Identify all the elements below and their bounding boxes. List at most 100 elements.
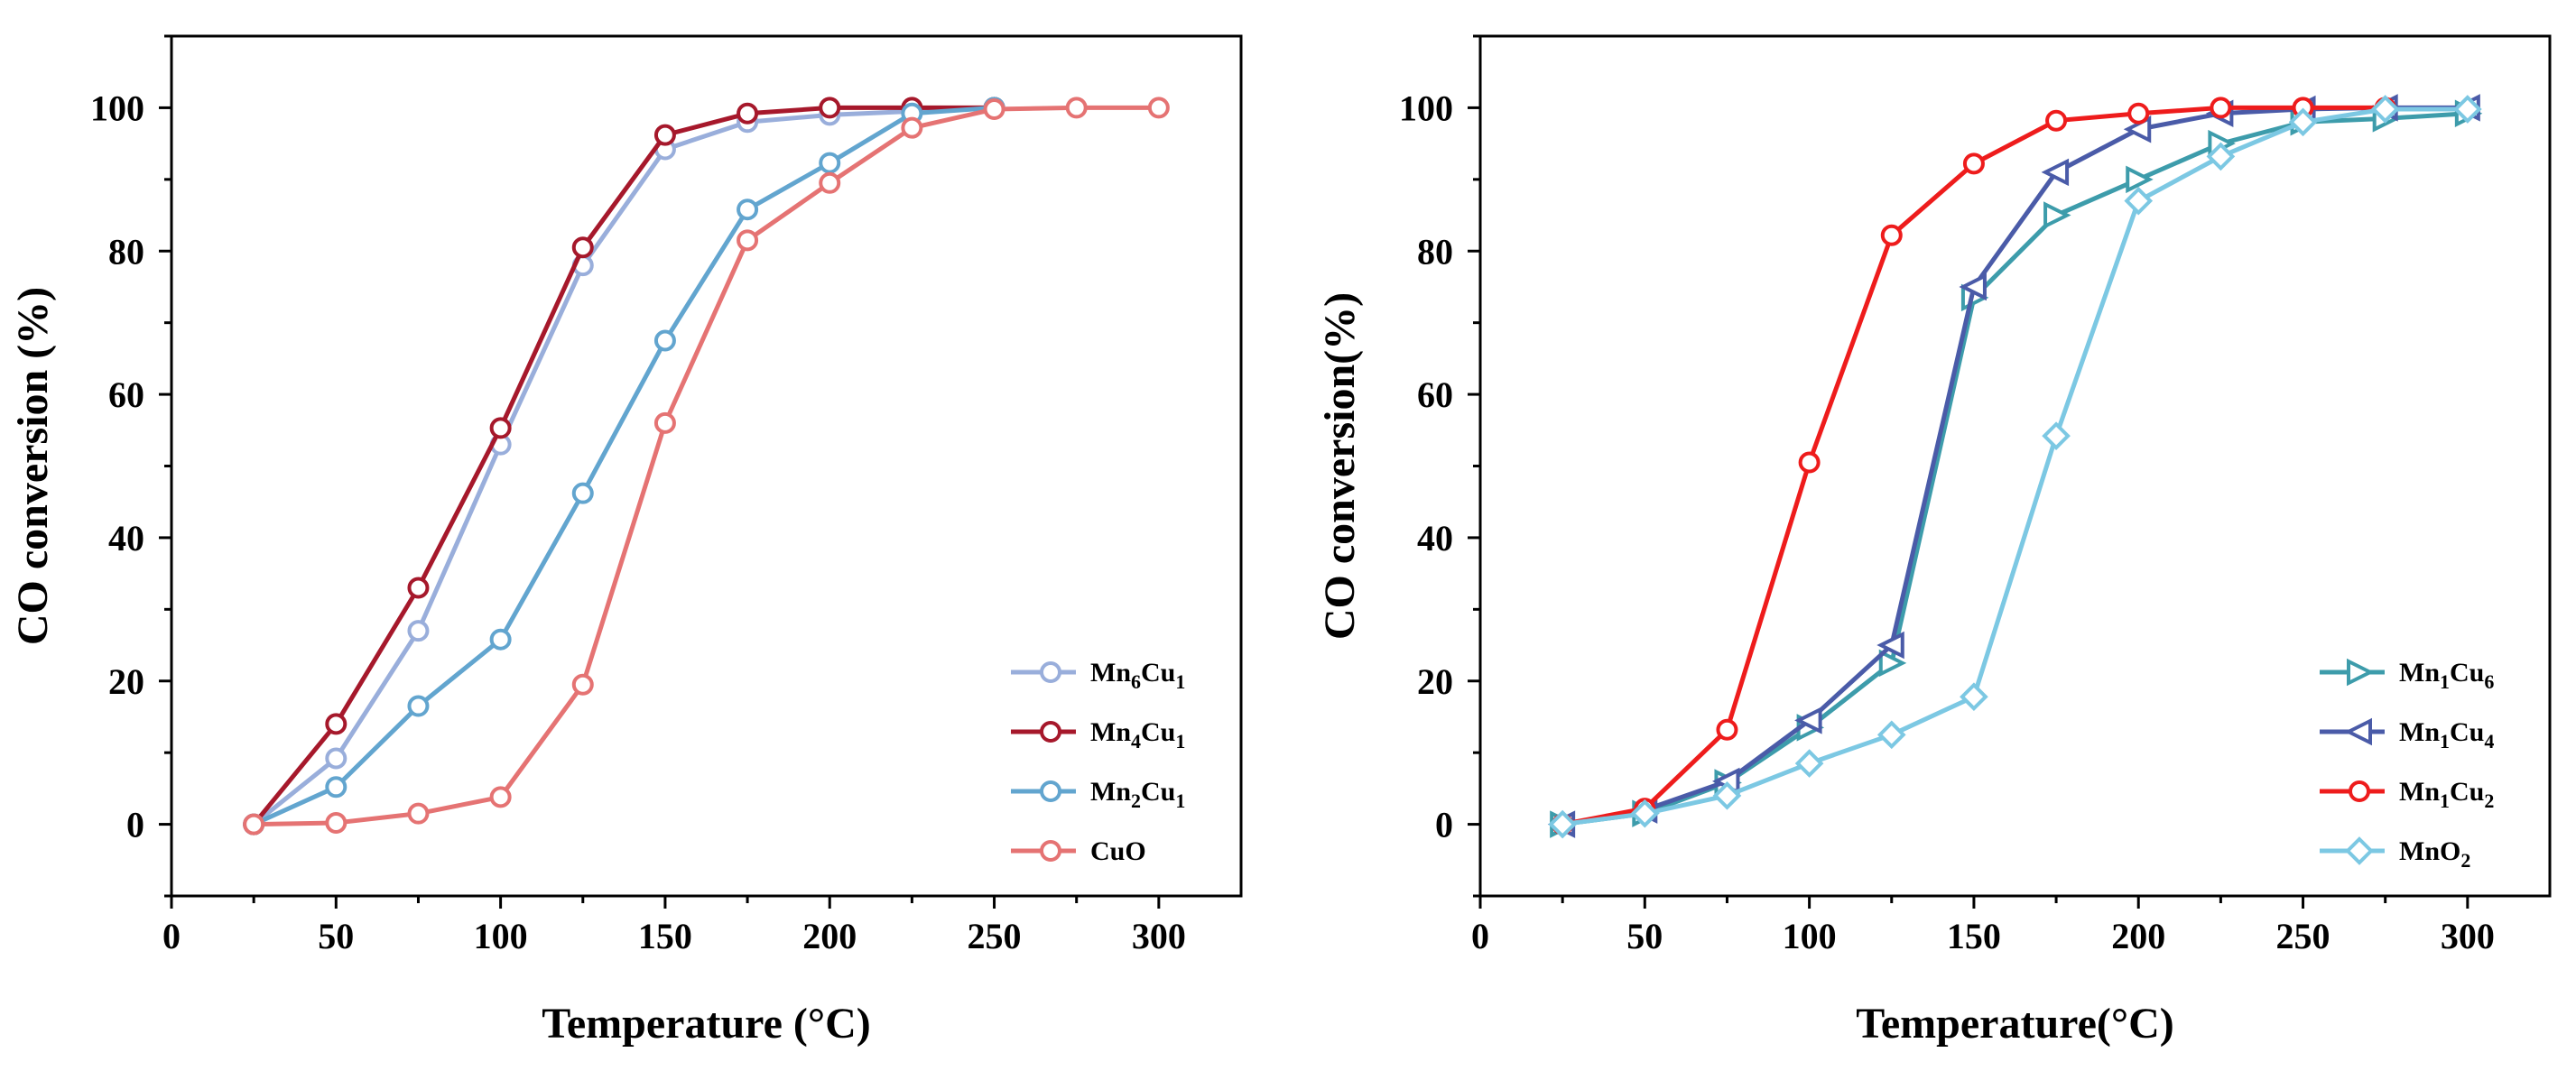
legend-label-subscript: 1 [1175, 789, 1185, 812]
data-point [571, 482, 594, 504]
x-tick-label: 100 [1783, 916, 1837, 956]
x-tick-label: 200 [2111, 916, 2165, 956]
legend-marker [2349, 780, 2370, 802]
data-point [1959, 272, 1987, 301]
y-axis-label: CO conversion (%) [9, 287, 57, 645]
legend-label-subscript: 4 [2484, 730, 2494, 752]
legend-label: Mn1Cu4 [2399, 717, 2494, 752]
legend-label-subscript: 1 [2440, 670, 2450, 693]
y-tick-label: 100 [90, 88, 144, 128]
data-point [407, 620, 430, 642]
legend-label-text: Cu [2450, 658, 2484, 688]
data-point [2041, 158, 2070, 187]
x-tick-label: 0 [162, 916, 181, 956]
legend-label-subscript: 6 [1131, 670, 1141, 693]
data-point [2126, 165, 2154, 194]
data-point [2288, 107, 2318, 137]
data-point [1878, 649, 1907, 678]
data-point [489, 786, 512, 808]
data-point [901, 116, 923, 139]
data-point [489, 417, 512, 439]
legend-label-subscript: 2 [1131, 789, 1141, 812]
legend-label-text: MnO [2399, 836, 2460, 866]
legend-label-text: Mn [1090, 658, 1131, 688]
x-axis-label: Temperature (°C) [542, 1000, 870, 1048]
legend-label-text: Mn [1090, 717, 1131, 747]
data-point [983, 98, 1005, 121]
data-point [2210, 97, 2232, 119]
legend-label-subscript: 6 [2484, 670, 2494, 693]
x-tick-label: 0 [1471, 916, 1489, 956]
legend-label-subscript: 4 [1131, 730, 1141, 752]
legend-label-text: Mn [1090, 777, 1131, 807]
data-point [1798, 451, 1821, 474]
data-point [1794, 706, 1822, 734]
data-point [325, 776, 347, 799]
data-point [1065, 97, 1088, 119]
legend-label: MnO2 [2399, 836, 2470, 872]
legend-marker [1040, 840, 1061, 862]
y-tick-label: 0 [1435, 805, 1453, 845]
legend-label-text: Cu [2450, 717, 2484, 747]
x-tick-label: 50 [1626, 916, 1663, 956]
data-point [407, 695, 430, 717]
series-line [254, 105, 1159, 827]
data-point [571, 673, 594, 696]
data-point [819, 171, 841, 194]
legend-marker [1040, 661, 1061, 683]
x-tick-label: 150 [638, 916, 692, 956]
data-point [1876, 720, 1906, 750]
data-point [489, 628, 512, 651]
legend-label-text: Mn [2399, 777, 2440, 807]
legend-label: Mn6Cu1 [1090, 658, 1185, 693]
legend-marker [2347, 658, 2375, 687]
data-point [571, 236, 594, 259]
x-tick-label: 300 [2441, 916, 2495, 956]
data-point [407, 802, 430, 825]
legend-marker [1040, 780, 1061, 802]
x-tick-label: 300 [1132, 916, 1186, 956]
data-point [1716, 718, 1738, 741]
legend-marker [2344, 717, 2372, 746]
x-tick-label: 100 [474, 916, 528, 956]
y-tick-label: 60 [1417, 374, 1453, 415]
chart-right: 0 50 100 150 200 250 300 0 20 40 60 80 100 Temperatur… [1316, 34, 2552, 1048]
data-point [1147, 97, 1170, 119]
legend-label-text: Cu [1141, 717, 1175, 747]
x-tick-label: 200 [802, 916, 857, 956]
data-point [2370, 95, 2400, 124]
data-point [819, 97, 841, 119]
legend-label-text: Mn [2399, 717, 2440, 747]
chart-left: 0 50 100 150 200 250 300 0 20 40 60 80 100 Temperatur… [9, 34, 1243, 1048]
data-point [325, 713, 347, 735]
legend-label-subscript: 2 [2484, 789, 2494, 812]
legend-label: Mn4Cu1 [1090, 717, 1185, 752]
y-tick-label: 40 [108, 518, 144, 559]
legend-label-text: Cu [1141, 658, 1175, 688]
data-point [2127, 102, 2150, 125]
series-line [252, 105, 995, 826]
legend-label-subscript: 2 [2460, 849, 2470, 872]
legend-label-subscript: 1 [2440, 730, 2450, 752]
data-point [407, 577, 430, 599]
legend-label-subscript: 1 [2440, 789, 2450, 812]
legend-label-subscript: 1 [1175, 730, 1185, 752]
data-point [1712, 780, 1742, 810]
x-tick-label: 50 [318, 916, 354, 956]
data-point [325, 747, 347, 770]
data-point [1960, 682, 1988, 712]
legend-label-text: Mn [2399, 658, 2440, 688]
legend-label-text: Cu [1141, 777, 1175, 807]
data-point [1962, 152, 1985, 175]
legend-label-subscript: 1 [1175, 670, 1185, 693]
data-point [1880, 224, 1903, 246]
data-point [737, 102, 759, 125]
y-tick-label: 100 [1399, 88, 1453, 128]
data-point [737, 229, 759, 252]
legend-label: CuO [1090, 836, 1146, 866]
data-point [1548, 809, 1577, 839]
legend-label-text: CuO [1090, 836, 1146, 866]
x-tick-label: 250 [968, 916, 1022, 956]
data-point [1794, 749, 1824, 778]
